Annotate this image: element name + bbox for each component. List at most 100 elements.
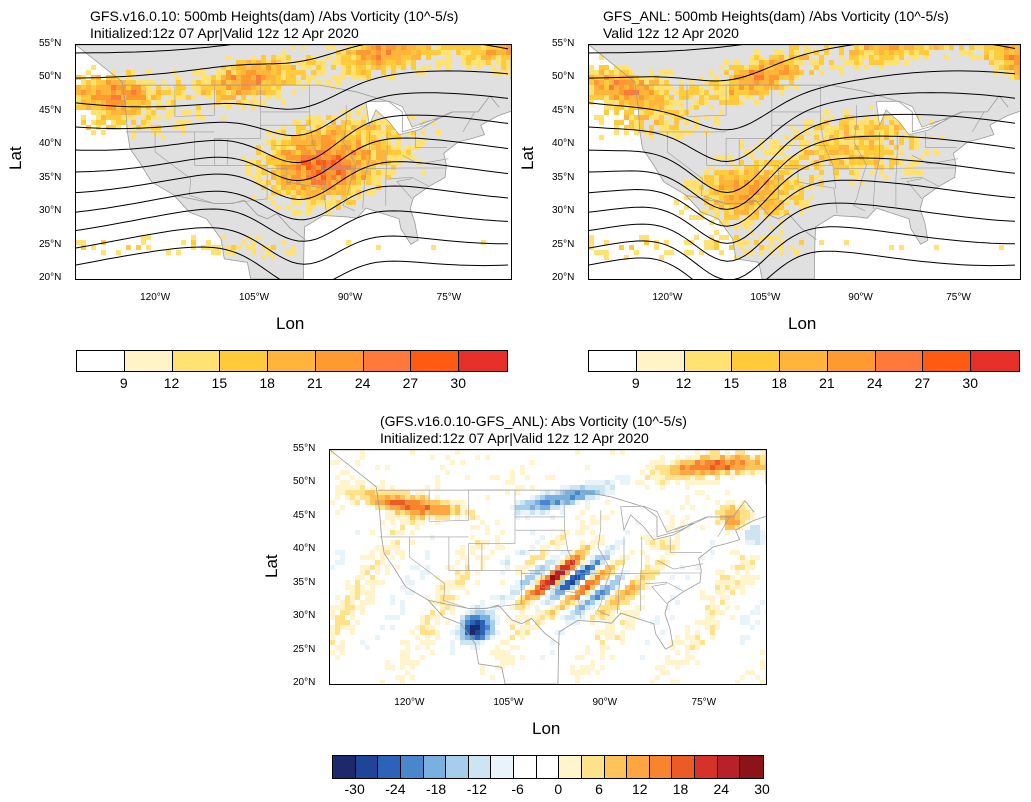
colorbar-label: 30 (450, 375, 467, 391)
panel-title: (GFS.v16.0.10-GFS_ANL): Abs Vorticity (1… (380, 413, 687, 429)
lat-tick-label: 20°N (293, 677, 316, 688)
colorbar-label: 27 (402, 375, 419, 391)
colorbar-cell (514, 756, 537, 778)
colorbar-cell (77, 351, 125, 371)
colorbar-cell (411, 351, 460, 371)
lat-tick-label: 50°N (552, 71, 575, 83)
colorbar-anl-vorticity (588, 350, 1020, 372)
colorbar-cell (536, 756, 560, 778)
colorbar-cell (649, 756, 673, 778)
colorbar-cell (780, 351, 828, 371)
lat-tick-label: 55°N (39, 38, 62, 49)
map-gfs-forecast (75, 44, 512, 280)
colorbar-difference (332, 755, 764, 779)
colorbar-label: 15 (211, 375, 228, 391)
lat-tick-label: 25°N (39, 238, 62, 250)
panel-subtitle: Valid 12z 12 Apr 2020 (603, 25, 739, 41)
lat-tick-label: 40°N (39, 138, 62, 150)
colorbar-label: -6 (511, 781, 524, 797)
colorbar-cell (315, 351, 364, 371)
colorbar-cell (355, 756, 379, 778)
lat-tick-label: 50°N (39, 71, 62, 83)
colorbar-label: 12 (675, 375, 692, 391)
colorbar-label: 30 (754, 781, 770, 797)
lat-tick-label: 30°N (39, 205, 62, 217)
colorbar-cell (559, 756, 582, 778)
lat-tick-label: 40°N (552, 138, 575, 150)
colorbar-cell (491, 756, 514, 778)
colorbar-cell (172, 351, 221, 371)
lon-tick-label: 120°W (394, 697, 425, 708)
lon-tick-label: 105°W (238, 292, 270, 303)
colorbar-cell (717, 756, 741, 778)
colorbar-cell (268, 351, 316, 371)
y-axis-title: Lat (262, 554, 281, 578)
colorbar-label: 0 (554, 781, 563, 797)
lat-tick-label: 40°N (293, 543, 316, 555)
colorbar-label: 12 (631, 781, 648, 797)
colorbar-cell (732, 351, 781, 371)
colorbar-cell (446, 756, 469, 778)
colorbar-cell (459, 351, 507, 371)
x-axis-title: Lon (532, 719, 561, 738)
panel-title: GFS.v16.0.10: 500mb Heights(dam) /Abs Vo… (90, 8, 459, 24)
colorbar-label: -12 (466, 781, 487, 797)
lon-tick-label: 105°W (750, 292, 781, 303)
lat-tick-label: 35°N (552, 171, 575, 183)
colorbar-label: 12 (163, 375, 180, 391)
colorbar-label: -24 (385, 781, 406, 797)
colorbar-label: 9 (119, 375, 128, 391)
colorbar-cell (695, 756, 718, 778)
colorbar-cell (636, 351, 685, 371)
colorbar-cell (971, 351, 1019, 371)
colorbar-cell (827, 351, 876, 371)
lat-tick-label: 45°N (552, 104, 575, 116)
lon-tick-label: 105°W (493, 697, 524, 708)
x-axis-title: Lon (276, 314, 305, 333)
colorbar-gfs-vorticity (76, 350, 508, 372)
lat-tick-label: 50°N (293, 476, 316, 488)
colorbar-cell (423, 756, 447, 778)
colorbar-label: 24 (713, 781, 730, 797)
colorbar-label: 24 (866, 375, 883, 391)
x-axis-title: Lon (788, 314, 817, 333)
lat-tick-label: 25°N (293, 643, 316, 655)
colorbar-label: 30 (962, 375, 979, 391)
colorbar-label: -30 (344, 781, 365, 797)
colorbar-label: 21 (307, 375, 323, 391)
colorbar-cell (378, 756, 401, 778)
lon-tick-label: 75°W (691, 697, 717, 708)
colorbar-cell (627, 756, 650, 778)
lat-tick-label: 20°N (552, 272, 575, 283)
lat-tick-label: 20°N (39, 272, 62, 283)
lat-tick-label: 35°N (293, 576, 316, 588)
colorbar-cell (581, 756, 605, 778)
lat-tick-label: 30°N (552, 205, 575, 217)
colorbar-cell (875, 351, 924, 371)
colorbar-cell (684, 351, 733, 371)
colorbar-cell (220, 351, 269, 371)
panel-subtitle: Initialized:12z 07 Apr|Valid 12z 12 Apr … (380, 430, 649, 446)
map-difference (329, 449, 767, 685)
colorbar-label: 18 (672, 781, 689, 797)
colorbar-cell (604, 756, 628, 778)
colorbar-cell (124, 351, 173, 371)
lat-tick-label: 35°N (39, 171, 62, 183)
colorbar-cell (923, 351, 972, 371)
lat-tick-label: 55°N (293, 443, 316, 454)
colorbar-label: 15 (723, 375, 740, 391)
lon-tick-label: 90°W (337, 292, 363, 303)
lon-tick-label: 75°W (436, 292, 462, 303)
map-gfs-analysis (588, 44, 1021, 280)
lat-tick-label: 30°N (293, 610, 316, 622)
lon-tick-label: 90°W (848, 292, 873, 303)
lon-tick-label: 120°W (652, 292, 683, 303)
panel-subtitle: Initialized:12z 07 Apr|Valid 12z 12 Apr … (90, 25, 359, 41)
y-axis-title: Lat (6, 146, 25, 170)
colorbar-label: 6 (595, 781, 603, 797)
lon-tick-label: 90°W (592, 697, 618, 708)
lon-tick-label: 75°W (946, 292, 971, 303)
colorbar-label: 18 (259, 375, 275, 391)
colorbar-cell (400, 756, 424, 778)
colorbar-label: 24 (354, 375, 371, 391)
